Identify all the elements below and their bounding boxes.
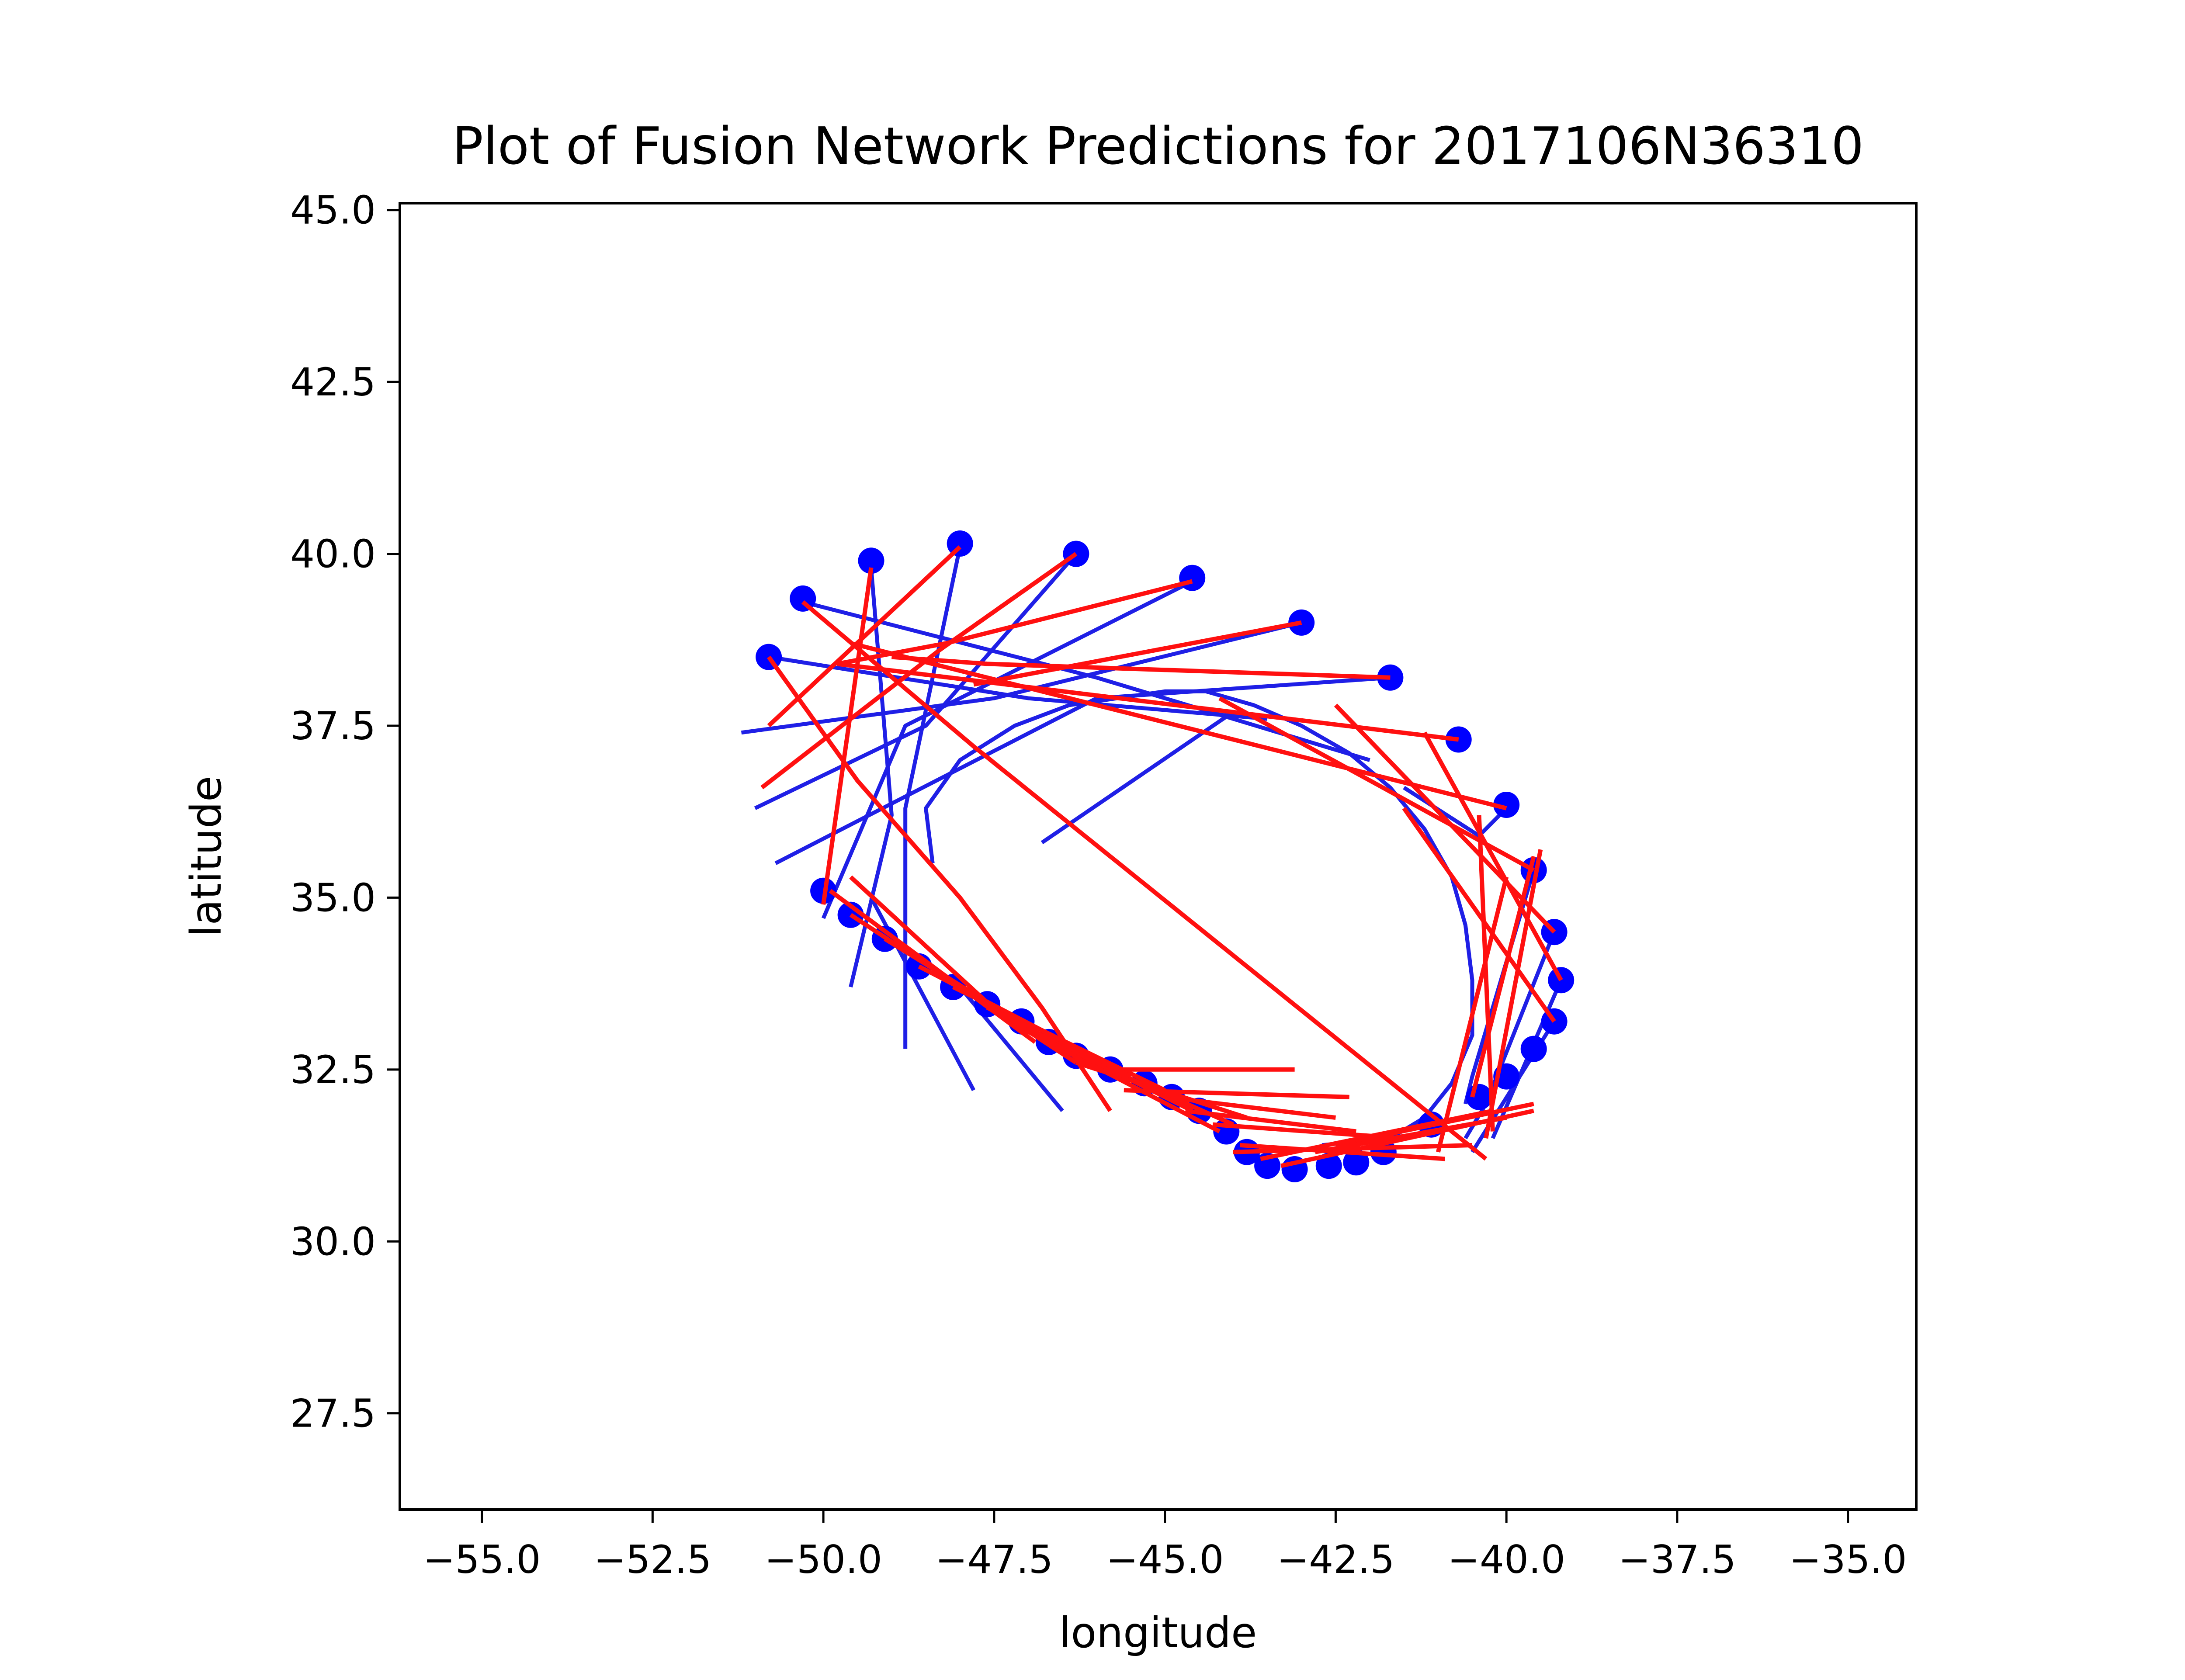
track-point-17 xyxy=(1466,1084,1492,1110)
y-tick-label: 35.0 xyxy=(290,875,376,920)
x-tick-label: −40.0 xyxy=(1447,1537,1565,1582)
x-tick-label: −35.0 xyxy=(1789,1537,1907,1582)
y-tick-label: 37.5 xyxy=(290,703,376,748)
track-point-6 xyxy=(1179,565,1205,591)
chart-title: Plot of Fusion Network Predictions for 2… xyxy=(452,116,1864,176)
x-tick-label: −50.0 xyxy=(764,1537,882,1582)
plot-layer xyxy=(742,530,1575,1182)
y-tick-label: 40.0 xyxy=(290,532,376,577)
y-tick-label: 32.5 xyxy=(290,1047,376,1092)
x-axis: −55.0 −52.5 −50.0 −47.5 −45.0 −42.5 −40.0 −37.5… xyxy=(423,1510,1907,1582)
x-tick-label: −52.5 xyxy=(593,1537,711,1582)
y-axis-label: latitude xyxy=(182,776,231,937)
y-tick-label: 30.0 xyxy=(290,1219,376,1264)
y-tick-label: 27.5 xyxy=(290,1391,376,1436)
x-tick-label: −37.5 xyxy=(1618,1537,1736,1582)
y-tick-label: 42.5 xyxy=(290,360,376,405)
y-axis: 27.5 30.0 32.5 35.0 37.5 40.0 42.5 45.0 xyxy=(290,188,400,1436)
track-point-15 xyxy=(1521,1036,1547,1062)
prediction-segment-39 xyxy=(851,877,1008,1022)
axes-frame xyxy=(400,203,1916,1510)
prediction-segment-7 xyxy=(974,623,1301,685)
x-tick-label: −42.5 xyxy=(1277,1537,1395,1582)
x-tick-label: −47.5 xyxy=(935,1537,1053,1582)
x-tick-label: −45.0 xyxy=(1106,1537,1224,1582)
y-tick-label: 45.0 xyxy=(290,188,376,233)
x-tick-label: −55.0 xyxy=(423,1537,541,1582)
x-axis-label: longitude xyxy=(1059,1608,1257,1657)
